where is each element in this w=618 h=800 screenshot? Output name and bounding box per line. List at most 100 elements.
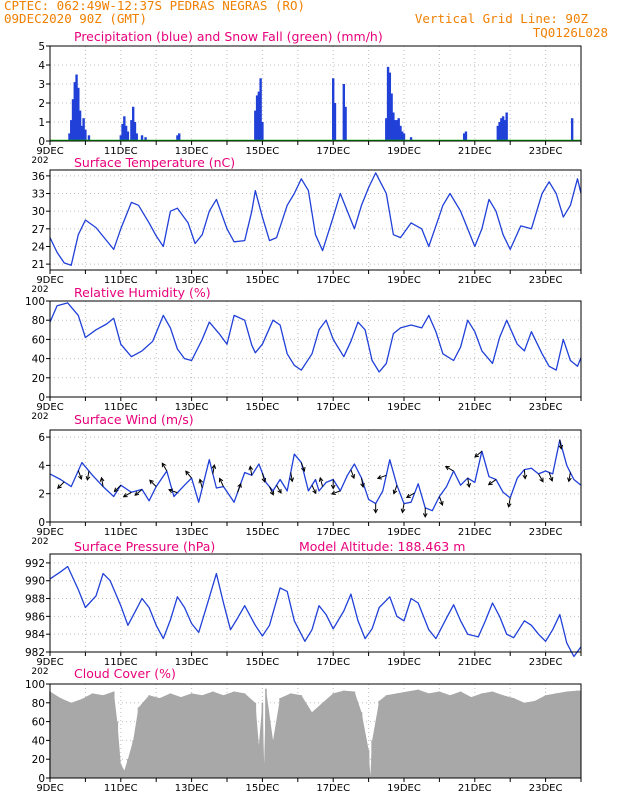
cloud-cover-bar <box>481 693 483 778</box>
wind-vector <box>488 479 497 486</box>
cloud-cover-bar <box>263 763 265 778</box>
wind-vector <box>168 489 178 494</box>
wind-vector-head <box>487 480 493 486</box>
wind-vector-head <box>122 493 128 498</box>
precipitation-bar <box>178 133 181 141</box>
precipitation-bar <box>144 137 147 141</box>
wind-vector-head <box>85 475 91 481</box>
cloud-cover-bar <box>190 693 193 778</box>
cloud-cover-bar <box>158 698 161 778</box>
cloud-cover-bar <box>449 695 451 778</box>
humidity-x-tick-label: 21DEC <box>458 402 492 413</box>
humidity-y-tick-label: 60 <box>32 334 45 346</box>
wind-vector-head <box>558 444 564 450</box>
temperature-year-label: 202 <box>31 285 48 295</box>
temperature-y-tick-label: 27 <box>32 224 45 236</box>
humidity-x-tick-label: 23DEC <box>529 402 563 413</box>
wind-title: Surface Wind (m/s) <box>74 412 194 427</box>
wind-vector <box>219 478 224 487</box>
wind-vector-head <box>539 477 544 483</box>
precipitation-bar <box>498 122 501 141</box>
wind-x-tick-label: 17DEC <box>316 527 350 538</box>
cloud-cover-bar <box>59 698 62 778</box>
cloud-cover-bar <box>222 695 225 778</box>
temperature-x-tick-label: 13DEC <box>175 275 209 286</box>
precipitation-bar <box>570 118 574 141</box>
temperature-x-tick-label: 21DEC <box>458 275 492 286</box>
wind-vector <box>249 466 253 476</box>
humidity-x-tick-label: 15DEC <box>246 402 280 413</box>
precipitation-bar <box>121 123 124 141</box>
humidity-frame <box>49 300 582 398</box>
wind-vector <box>149 479 157 487</box>
precipitation-bar <box>500 118 503 141</box>
pressure-x-tick-label: 15DEC <box>246 657 280 668</box>
grid-line-note: Vertical Grid Line: 90Z <box>414 11 588 26</box>
precipitation-bar <box>342 84 346 141</box>
precipitation-bar <box>123 116 126 141</box>
wind-vector-head <box>405 493 411 499</box>
model-altitude: Model Altitude: 188.463 m <box>299 539 465 554</box>
wind-vector <box>331 490 341 495</box>
wind-vector <box>548 472 553 482</box>
wind-vector <box>319 477 324 487</box>
cloud-cover-bar <box>332 693 334 778</box>
cloud-cover-bar <box>132 740 134 778</box>
precipitation-x-tick-label: 9DEC <box>36 146 63 157</box>
precipitation-bar <box>73 82 76 141</box>
cloud-cover-x-tick-label: 9DEC <box>36 783 63 794</box>
temperature-x-tick-label: 19DEC <box>387 275 421 286</box>
wind-vector <box>185 470 192 479</box>
precipitation-y-tick-label: 1 <box>38 117 45 129</box>
wind-vector-head <box>198 478 204 484</box>
wind-vector-head <box>161 462 166 468</box>
wind-vector-head <box>373 508 379 514</box>
cloud-cover-bar <box>91 693 94 778</box>
cloud-cover-y-tick-label: 60 <box>32 717 45 729</box>
precipitation-y-tick-label: 5 <box>38 41 45 53</box>
cloud-cover-bar <box>353 691 356 778</box>
wind-vector <box>568 472 571 482</box>
cloud-cover-x-tick-label: 13DEC <box>175 783 209 794</box>
wind-vector-head <box>506 502 512 508</box>
wind-vector <box>393 485 398 494</box>
pressure-x-tick-label: 13DEC <box>175 657 209 668</box>
cloud-cover-x-tick-label: 23DEC <box>529 783 563 794</box>
wind-vector-head <box>522 474 528 480</box>
cloud-cover-bar <box>367 749 370 778</box>
precipitation-bar <box>71 99 75 141</box>
precipitation-bar <box>402 133 406 141</box>
pressure-line <box>49 565 582 658</box>
wind-vector-head <box>392 489 398 495</box>
precipitation-x-tick-label: 17DEC <box>316 146 350 157</box>
precipitation-bar <box>259 78 262 141</box>
wind-y-tick-label: 0 <box>38 517 45 529</box>
cloud-cover-bar <box>406 691 409 778</box>
temperature-line <box>49 172 582 266</box>
cloud-cover-bar <box>544 695 547 778</box>
wind-vector-head <box>548 476 554 482</box>
wind-x-tick-label: 9DEC <box>36 527 63 538</box>
wind-vector <box>114 484 122 492</box>
wind-vector-head <box>466 483 472 489</box>
cloud-cover-bar <box>360 712 363 778</box>
wind-vector <box>57 481 65 489</box>
wind-vector-head <box>168 488 174 494</box>
cloud-cover-x-tick-label: 19DEC <box>387 783 421 794</box>
precipitation-bar <box>501 116 505 141</box>
cloud-cover-bar <box>102 695 104 778</box>
precipitation-bar <box>84 129 87 141</box>
humidity-y-tick-label: 100 <box>25 296 45 308</box>
pressure-y-tick-label: 984 <box>25 629 45 641</box>
temperature-frame <box>49 169 582 271</box>
wind-vector-head <box>360 483 365 489</box>
wind-vector-head <box>237 482 242 488</box>
wind-frame <box>49 429 582 523</box>
humidity-title: Relative Humidity (%) <box>74 285 211 300</box>
wind-vector-head <box>185 470 190 476</box>
wind-vector-head <box>211 463 217 469</box>
cloud-cover-bar <box>169 693 172 778</box>
pressure-title: Surface Pressure (hPa) <box>74 539 215 554</box>
precipitation-bar <box>133 122 137 141</box>
